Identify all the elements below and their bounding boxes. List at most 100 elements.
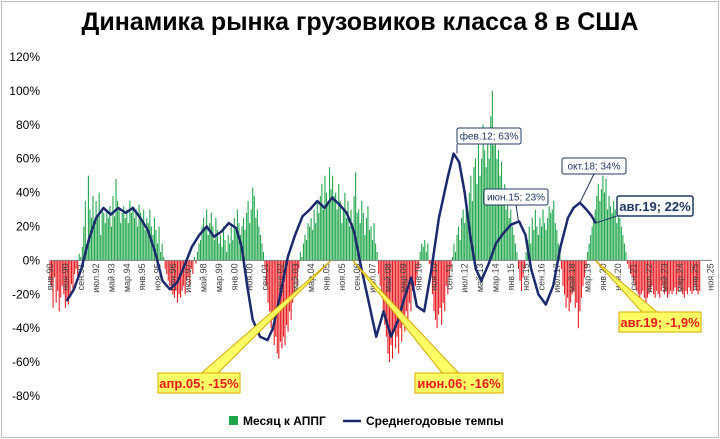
x-tick-label: мар.99 [214, 263, 224, 292]
monthly-bar [378, 260, 380, 274]
monthly-bar [104, 223, 106, 261]
monthly-bar [55, 260, 57, 303]
legend-label: Месяц к АППГ [243, 414, 326, 428]
monthly-bar [163, 257, 165, 261]
monthly-bar [64, 260, 66, 308]
monthly-bar [580, 260, 582, 298]
monthly-bar [545, 229, 547, 261]
monthly-bar [184, 260, 186, 295]
monthly-bar [309, 226, 311, 261]
monthly-bar [649, 260, 652, 291]
monthly-bar [275, 260, 277, 337]
monthly-bar [630, 260, 632, 274]
monthly-bar [645, 260, 647, 303]
annotation-label: авг.19; -1,9% [620, 315, 700, 330]
monthly-bar [444, 260, 446, 312]
monthly-bar [686, 260, 688, 295]
x-tick-label: янв.90 [45, 263, 55, 290]
monthly-bar [542, 209, 544, 261]
monthly-bar [553, 201, 555, 261]
monthly-bar [258, 226, 260, 261]
monthly-bar [620, 226, 622, 261]
monthly-bar [249, 223, 251, 261]
x-tick-label: мар.09 [398, 263, 408, 292]
monthly-bar [146, 218, 148, 261]
monthly-bar [304, 234, 306, 261]
x-tick-label: ноя.00 [245, 263, 255, 290]
monthly-bar [332, 175, 334, 261]
monthly-bar [600, 189, 602, 261]
monthly-bar [293, 260, 295, 295]
monthly-bar [54, 260, 56, 278]
monthly-bar [213, 240, 215, 261]
y-tick-label: -60% [12, 355, 40, 369]
x-tick-label: июл.02 [275, 263, 285, 292]
annotation-box [483, 188, 549, 206]
monthly-bar [153, 218, 155, 261]
monthly-bar [453, 243, 455, 261]
monthly-bar [301, 257, 303, 261]
monthly-bar [643, 260, 645, 298]
monthly-bar [574, 260, 576, 308]
monthly-bar [266, 260, 268, 286]
monthly-bar [685, 260, 687, 291]
monthly-bar [470, 175, 472, 261]
monthly-bar [396, 260, 398, 337]
monthly-bar [118, 209, 120, 261]
monthly-bar [117, 201, 119, 261]
monthly-bar [534, 209, 536, 261]
monthly-bar [295, 260, 297, 278]
monthly-bar [189, 260, 191, 286]
monthly-bar [476, 184, 478, 261]
monthly-bar [416, 260, 418, 278]
x-tick-label: янв.25 [690, 263, 700, 290]
monthly-bar [477, 141, 480, 261]
monthly-bar [348, 226, 351, 261]
monthly-bar [61, 260, 63, 286]
monthly-bar [639, 260, 641, 298]
monthly-bar [127, 223, 129, 261]
monthly-bar [694, 260, 696, 286]
monthly-bar [269, 260, 271, 312]
monthly-bar [262, 251, 265, 261]
x-tick-label: май.23 [659, 263, 669, 292]
x-tick-label: сен.96 [168, 263, 178, 290]
monthly-bar [683, 260, 685, 298]
monthly-bar [602, 175, 604, 261]
monthly-bar [123, 206, 125, 261]
monthly-bar [166, 260, 168, 274]
monthly-bars [49, 90, 701, 363]
annotation-leader-line [515, 204, 520, 222]
monthly-bar [328, 167, 331, 261]
monthly-bar [464, 223, 466, 261]
monthly-bar [510, 209, 512, 261]
monthly-bar [305, 240, 308, 261]
annotation-callout-box [618, 311, 702, 333]
monthly-bar [544, 223, 546, 261]
monthly-bar [562, 260, 564, 286]
monthly-bar [451, 257, 453, 261]
monthly-bar [482, 124, 484, 261]
monthly-bar [232, 240, 234, 261]
annotation-label: авг.19; 22% [619, 199, 691, 214]
monthly-bar [370, 226, 372, 261]
monthly-bar [352, 223, 354, 261]
monthly-bar [244, 229, 246, 261]
monthly-bar [505, 209, 507, 261]
monthly-bar [342, 209, 344, 261]
monthly-bar [98, 192, 100, 261]
monthly-bar [170, 260, 172, 291]
monthly-bar [206, 209, 208, 261]
monthly-bar [239, 234, 241, 261]
monthly-bar [316, 201, 318, 261]
monthly-bar [447, 260, 449, 295]
x-tick-label: янв.20 [598, 263, 608, 290]
monthly-bar [90, 218, 93, 261]
x-tick-label: сен.01 [260, 263, 270, 290]
monthly-bar [161, 243, 163, 261]
monthly-bar [221, 246, 223, 261]
monthly-bar [669, 260, 672, 291]
monthly-bar [674, 260, 676, 288]
x-tick-label: май.08 [383, 263, 393, 292]
x-tick-label: ноя.05 [337, 263, 347, 290]
